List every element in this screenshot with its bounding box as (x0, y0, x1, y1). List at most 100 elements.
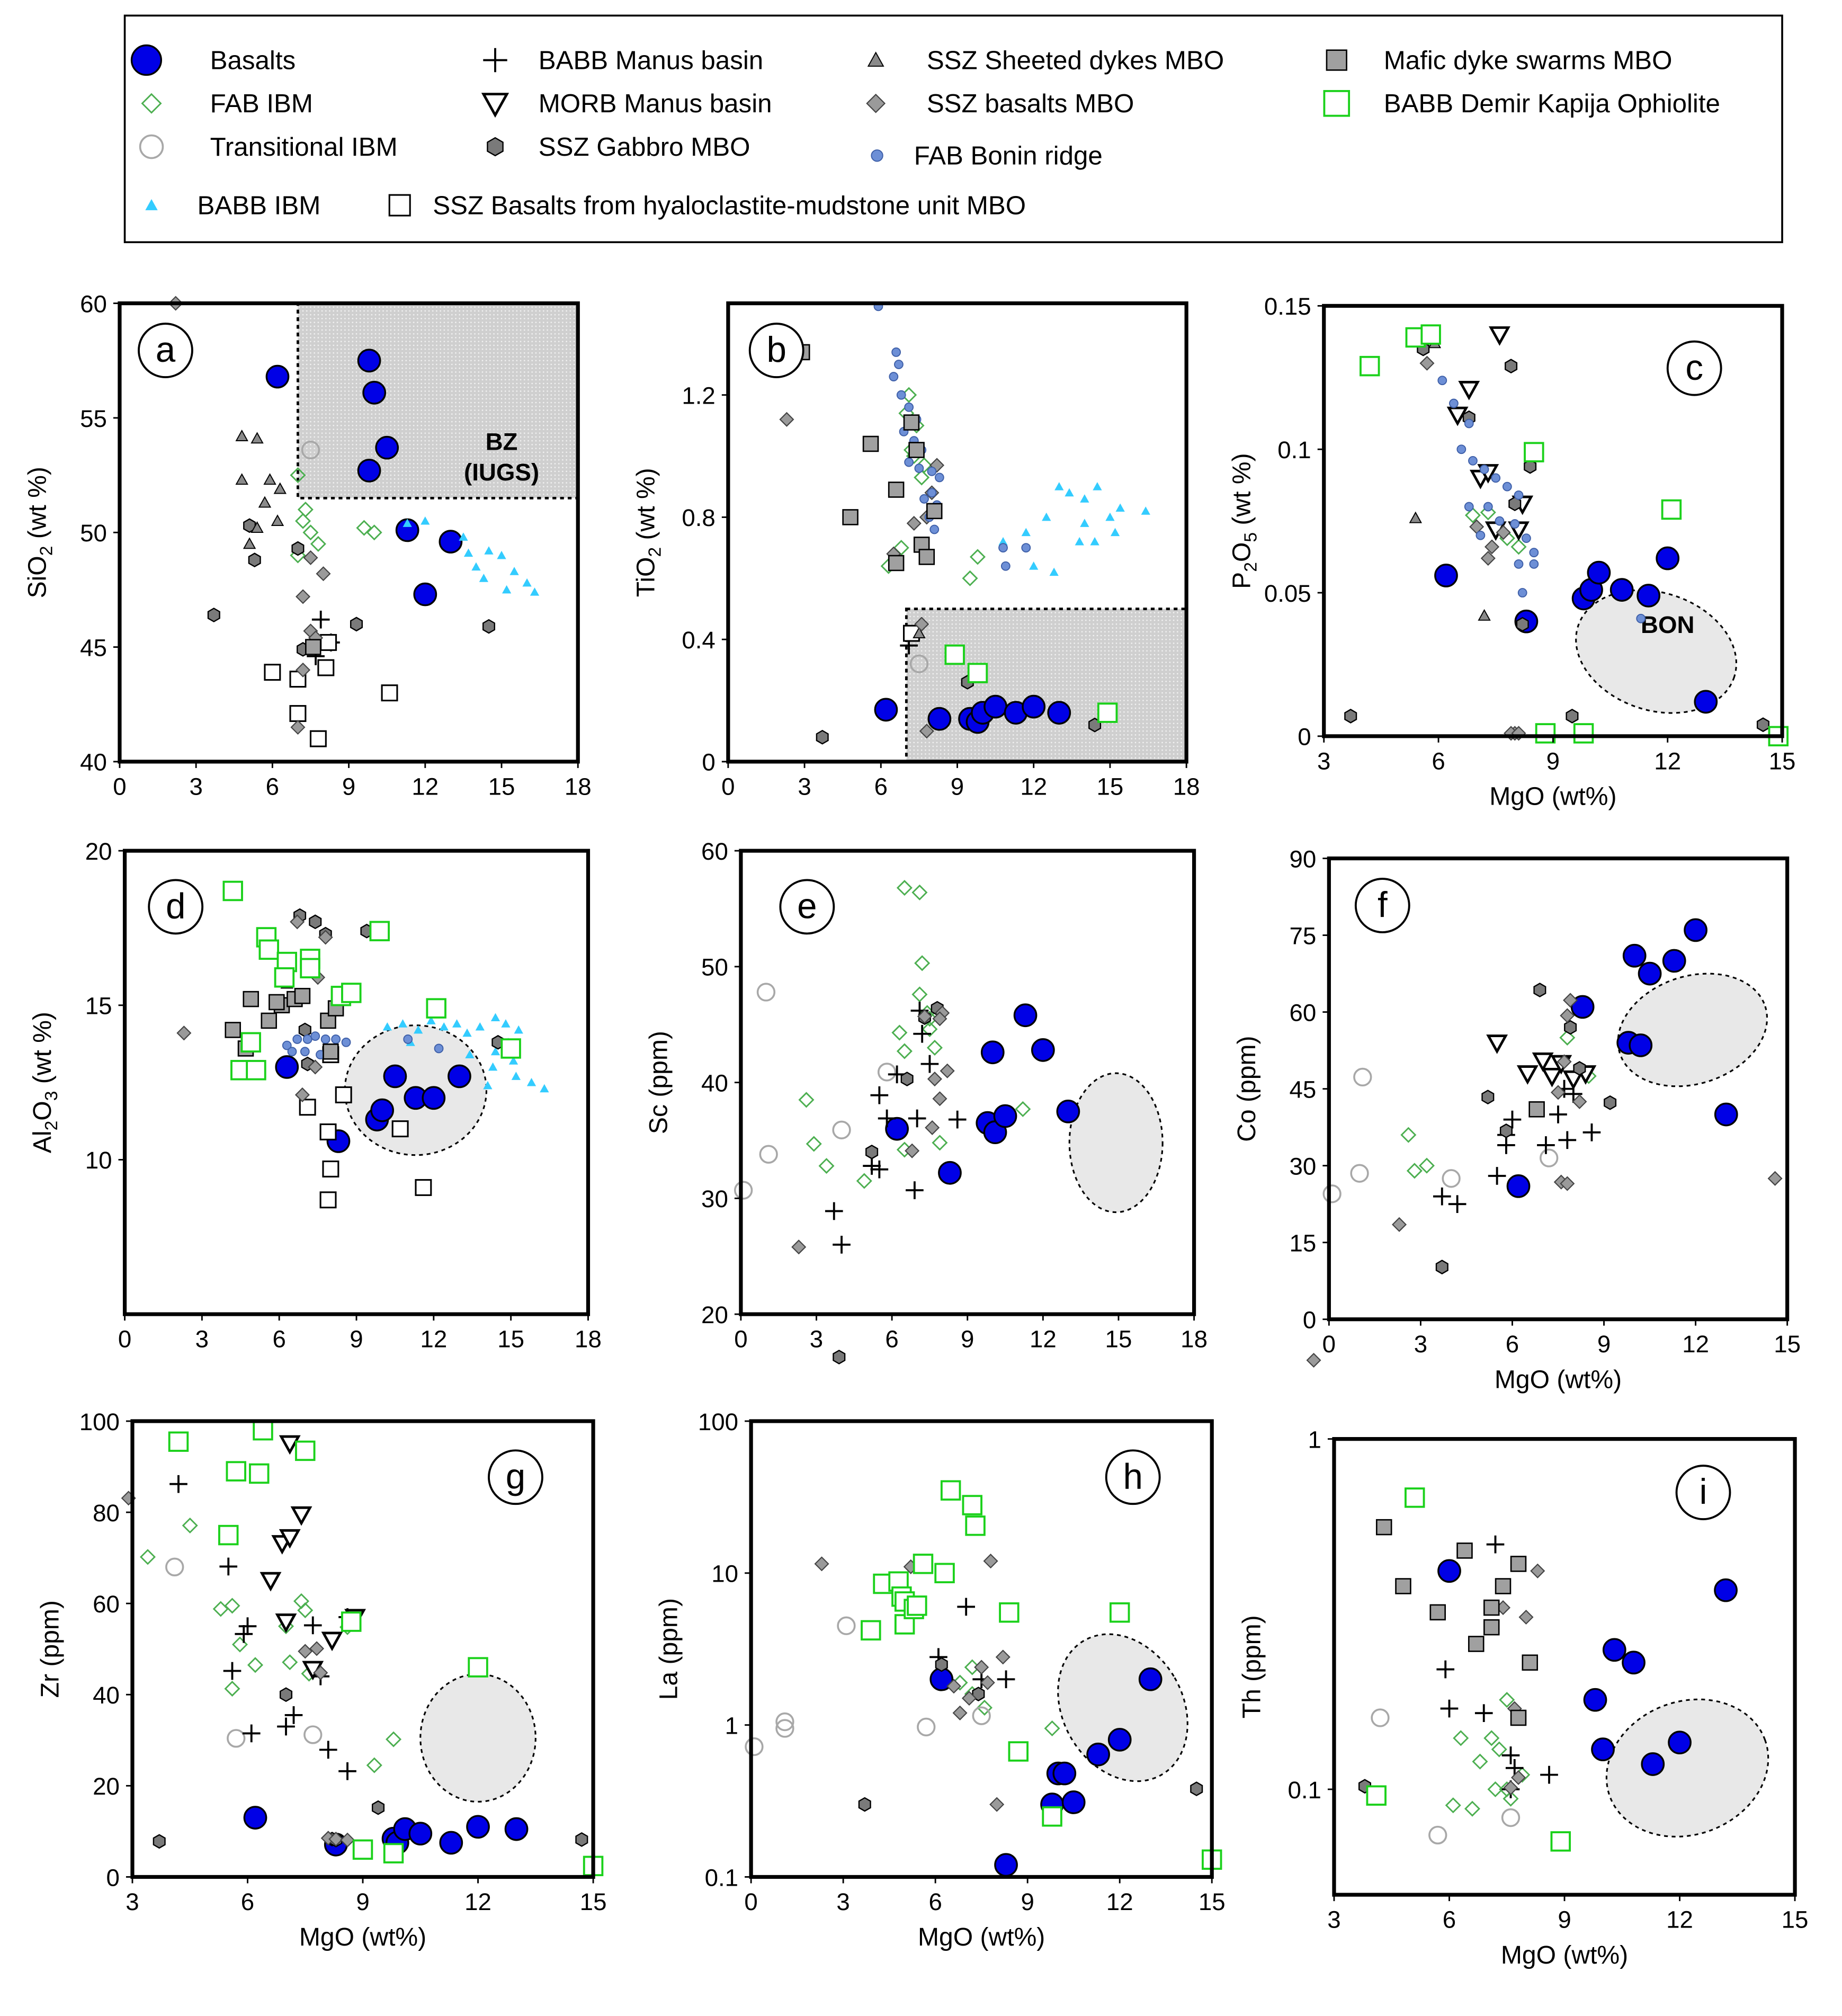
point-babb-ibm (1075, 537, 1084, 546)
point-ssz-gabbro-mbo (279, 1687, 293, 1702)
panel-label: d (166, 887, 185, 926)
point-ssz-gabbro-mbo (248, 552, 261, 568)
y-tick-label: 1 (1308, 1426, 1321, 1453)
panel-h: 0 3 6 9 12 15 0.1 1 10 100 MgO (wt%) La (ppm) h (655, 1408, 1226, 1951)
y-tick-label: 30 (1290, 1153, 1317, 1180)
y-axis-label: Th (ppm) (1238, 1615, 1266, 1718)
point-babb-manus-basin (235, 1625, 253, 1643)
point-ssz-basalts-mbo (932, 1011, 947, 1027)
point-babb-demir-kapija-ophiolite (965, 1515, 986, 1536)
point-morb-manus-basin (1486, 1034, 1508, 1054)
y-tick-label: 60 (1290, 999, 1317, 1026)
y-axis-label: SiO2 (wt %) (23, 467, 57, 598)
x-tick-label: 18 (575, 1326, 602, 1353)
legend-item-fab-ibm: FAB IBM (141, 89, 313, 118)
point-ssz-gabbro-mbo (1756, 717, 1769, 733)
point-basalts (1052, 1761, 1077, 1786)
legend-label-ssz-basalts-mbo: SSZ basalts MBO (927, 89, 1134, 118)
point-babb-ibm (998, 537, 1008, 546)
series-i-babb-manus-basin (1436, 1535, 1558, 1798)
series-d-mafic-dyke-swarms-mbo (225, 988, 344, 1060)
point-fab-ibm (212, 1601, 229, 1617)
point-babb-demir-kapija-ophiolite (913, 1554, 934, 1574)
panel-label: c (1685, 348, 1703, 388)
point-babb-manus-basin (1505, 1759, 1524, 1777)
point-babb-ibm (490, 1047, 500, 1056)
y-axis-label: P2O5 (wt %) (1227, 453, 1260, 588)
point-ssz-gabbro-mbo (1499, 1123, 1513, 1138)
point-basalts (1662, 949, 1686, 973)
x-tick-label: 12 (1106, 1888, 1133, 1915)
point-basalts (357, 459, 381, 483)
point-babb-demir-kapija-ophiolite (295, 1440, 316, 1461)
y-axis-label-part: SiO (23, 556, 52, 598)
point-mafic-dyke-swarms-mbo (1510, 1709, 1527, 1726)
point-ssz-basalts-mbo (1306, 1352, 1321, 1368)
point-fab-bonin-ridge (1479, 465, 1489, 475)
point-ssz-gabbro-mbo (350, 617, 363, 632)
point-babb-demir-kapija-ophiolite (1661, 499, 1682, 520)
panel-f: 0 3 6 9 12 15 0 15 30 45 60 75 90 MgO (wt%) Co (ppm) f (1232, 845, 1801, 1394)
point-babb-demir-kapija-ophiolite (1535, 723, 1556, 744)
point-fab-bonin-ridge (896, 390, 906, 400)
x-tick-label: 12 (464, 1888, 491, 1915)
point-fab-bonin-ridge (1483, 502, 1493, 512)
series-i-mafic-dyke-swarms-mbo (1375, 1519, 1539, 1726)
point-ssz-gabbro-mbo (1573, 1061, 1586, 1076)
point-babb-ibm (465, 1050, 475, 1059)
point-babb-manus-basin (825, 1202, 843, 1220)
point-ssz-basalts-mbo (176, 1025, 192, 1041)
x-tick-label: 12 (1682, 1331, 1709, 1358)
point-ssz-sheeted-dykes-mbo (273, 482, 287, 494)
point-ssz-basalts-mbo (1563, 993, 1578, 1008)
legend-marker-babb-manus-basin (483, 48, 507, 73)
x-tick-label: 6 (874, 773, 888, 800)
point-fab-ibm (1400, 1127, 1417, 1143)
field-label-c: BON (1641, 611, 1694, 638)
series-a-babb-ibm (403, 516, 540, 596)
point-fab-ibm (139, 1549, 156, 1565)
point-fab-bonin-ridge (403, 1034, 413, 1044)
point-fab-ibm (1044, 1720, 1060, 1737)
point-babb-manus-basin (1549, 1105, 1567, 1123)
x-tick-label: 3 (810, 1326, 823, 1353)
y-axis-label-part: O (1227, 542, 1256, 562)
point-babb-demir-kapija-ophiolite (300, 958, 320, 979)
point-fab-bonin-ridge (320, 1034, 330, 1044)
point-ssz-gabbro-mbo (1604, 1095, 1617, 1110)
point-ssz-basalts-from-hyaloclastite-mudstone-unit-mbo (322, 1160, 339, 1178)
point-fab-ibm (914, 955, 931, 971)
point-babb-demir-kapija-ophiolite (383, 1843, 404, 1863)
point-babb-ibm (1042, 512, 1051, 521)
point-ssz-basalts-mbo (1560, 1176, 1575, 1191)
panel-label-circle (488, 1449, 543, 1505)
legend-item-ssz-basalts-mbo: SSZ basalts MBO (866, 89, 1134, 118)
point-ssz-basalts-mbo (313, 1665, 328, 1680)
panel-label-circle (1354, 878, 1410, 933)
legend-label-fab-ibm: FAB IBM (210, 89, 313, 118)
point-transitional-ibm (972, 1706, 991, 1725)
point-ssz-basalts-mbo (1530, 1563, 1545, 1578)
series-e-basalts (885, 1003, 1080, 1185)
y-tick-label: 0.8 (682, 504, 715, 531)
point-basalts (1086, 1742, 1110, 1767)
x-tick-label: 12 (1030, 1326, 1057, 1353)
point-fab-ibm (896, 1043, 913, 1059)
point-ssz-gabbro-mbo (1508, 496, 1522, 512)
series-e-ssz-basalts-mbo (791, 1005, 955, 1255)
x-tick-label: 0 (118, 1326, 131, 1353)
point-ssz-basalts-mbo (1503, 1780, 1518, 1796)
point-fab-ibm (302, 524, 319, 541)
point-fab-ibm (976, 1699, 992, 1716)
y-tick-label: 50 (701, 954, 728, 981)
point-babb-demir-kapija-ophiolite (369, 921, 390, 942)
x-tick-label: 3 (1327, 1906, 1340, 1933)
point-fab-ibm (1480, 504, 1496, 521)
point-basalts (1013, 1003, 1038, 1028)
legend-label-ssz-sheeted-dykes-mbo: SSZ Sheeted dykes MBO (927, 46, 1224, 75)
point-basalts (275, 1055, 299, 1079)
point-ssz-basalts-mbo (290, 914, 305, 930)
y-tick-label: 0.1 (705, 1864, 738, 1891)
